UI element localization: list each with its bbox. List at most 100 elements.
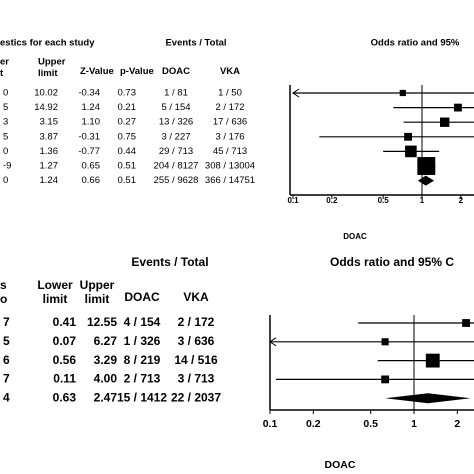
table-cell: 255 / 9628	[154, 175, 199, 186]
x-axis-label: DOAC	[325, 459, 356, 471]
table-cell: -0.31	[78, 131, 100, 142]
summary-diamond	[385, 393, 471, 404]
column-header: limit	[43, 292, 68, 306]
table-cell: 5	[3, 334, 10, 348]
table-cell: -0.34	[78, 88, 100, 99]
table-cell: 0	[3, 88, 8, 99]
column-header: Z-Value	[80, 66, 114, 77]
table-cell: 0.66	[82, 175, 101, 186]
ci-arrow	[269, 337, 277, 347]
odds-ratio-square	[381, 338, 389, 346]
odds-ratio-square	[399, 89, 406, 97]
table-cell: 2 / 172	[178, 315, 215, 329]
x-tick-label: 1	[411, 418, 417, 430]
odds-ratio-square	[425, 353, 440, 368]
column-header: limit	[85, 292, 110, 306]
table-cell: 2.47	[94, 390, 118, 404]
column-header: Upper	[38, 57, 66, 68]
odds-ratio-square	[454, 103, 462, 112]
table-cell: 22 / 2037	[171, 390, 221, 404]
column-header: VKA	[183, 290, 209, 304]
x-axis-label: DOAC	[343, 232, 367, 241]
table-cell: 0.73	[118, 88, 137, 99]
table-cell: 0.41	[53, 315, 77, 329]
table-cell: 14 / 516	[174, 353, 218, 367]
table-cell: 1.10	[82, 117, 101, 128]
x-tick-label: 0.1	[287, 196, 299, 205]
table-cell: 5	[3, 131, 8, 142]
table-cell: 15 / 1412	[117, 390, 167, 404]
plot-area	[289, 85, 474, 199]
table-cell: 5	[3, 102, 8, 113]
table-cell: 0.75	[118, 131, 137, 142]
column-header: VKA	[220, 66, 240, 77]
table-cell: -0.77	[78, 146, 100, 157]
odds-ratio-square	[405, 145, 417, 158]
table-cell: 1.36	[40, 146, 59, 157]
column-header: t	[0, 68, 4, 79]
x-tick-label: 1	[420, 196, 425, 205]
section-header: Odds ratio and 95% C	[330, 255, 454, 269]
x-tick-label: 0.1	[263, 418, 278, 430]
table-cell: 29 / 713	[159, 146, 193, 157]
section-header: estics for each study	[0, 38, 95, 49]
column-header: Lower	[37, 278, 73, 292]
table-cell: 8 / 219	[124, 353, 161, 367]
x-tick-label: 0.5	[363, 418, 378, 430]
table-cell: 7	[3, 315, 10, 329]
table-cell: 13 / 326	[159, 117, 193, 128]
table-cell: 366 / 14751	[205, 175, 255, 186]
odds-ratio-square	[381, 375, 390, 384]
table-cell: 0.11	[53, 372, 76, 386]
table-cell: 4 / 154	[124, 315, 161, 329]
x-tick-label: 2	[454, 418, 460, 430]
table-cell: 0.07	[53, 334, 77, 348]
column-header: Upper	[80, 278, 115, 292]
odds-ratio-square	[404, 132, 412, 141]
plot-area	[269, 315, 474, 414]
table-cell: 1.24	[40, 175, 59, 186]
table-cell: 3.15	[40, 117, 59, 128]
table-cell: 1.27	[40, 161, 59, 172]
column-header: DOAC	[124, 290, 160, 304]
table-cell: 0	[3, 175, 8, 186]
table-cell: 3.87	[40, 131, 59, 142]
table-cell: 1.24	[82, 102, 101, 113]
x-tick-label: 0.5	[378, 196, 390, 205]
table-cell: 4.00	[94, 372, 118, 386]
table-cell: 4	[3, 390, 10, 404]
table-cell: 0.21	[118, 102, 137, 113]
table-cell: 7	[3, 372, 10, 386]
column-header: er	[0, 57, 9, 68]
section-header: Events / Total	[131, 255, 208, 269]
section-header: Odds ratio and 95%	[371, 38, 460, 49]
table-cell: 0.65	[82, 161, 101, 172]
table-cell: 0.51	[118, 175, 137, 186]
table-cell: 0.27	[118, 117, 137, 128]
summary-diamond	[417, 175, 435, 186]
table-cell: 204 / 8127	[154, 161, 199, 172]
table-cell: 2 / 713	[124, 372, 161, 386]
table-cell: 5 / 154	[161, 102, 190, 113]
odds-ratio-square	[417, 157, 436, 175]
table-cell: 1 / 326	[124, 334, 161, 348]
column-header: p-Value	[120, 66, 154, 77]
column-header: s	[0, 278, 7, 292]
odds-ratio-square	[462, 319, 470, 327]
table-cell: 0.63	[53, 390, 77, 404]
table-cell: 1 / 50	[218, 88, 242, 99]
table-cell: 0.51	[118, 161, 137, 172]
table-cell: 3.29	[94, 353, 118, 367]
table-cell: 6	[3, 353, 10, 367]
x-tick-label: 0.2	[326, 196, 338, 205]
section-header: Events / Total	[165, 38, 226, 49]
column-header: limit	[38, 68, 58, 79]
column-header: DOAC	[162, 66, 190, 77]
table-cell: 12.55	[87, 315, 117, 329]
table-cell: 45 / 713	[213, 146, 247, 157]
ci-arrow	[292, 88, 300, 98]
table-cell: 0	[3, 146, 8, 157]
table-cell: 3 / 176	[215, 131, 244, 142]
x-tick-label: 0.2	[306, 418, 321, 430]
